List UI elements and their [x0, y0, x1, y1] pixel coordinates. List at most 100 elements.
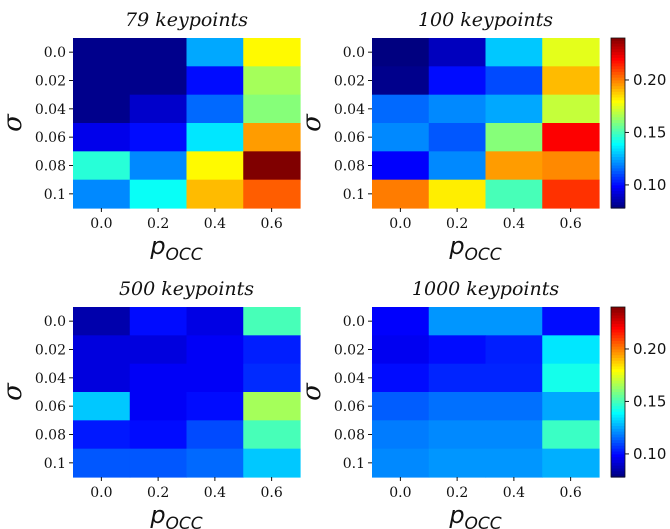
heatmap-cell [372, 38, 430, 67]
heatmap-cell [485, 307, 543, 336]
heatmap-cell [243, 420, 301, 450]
heatmap-cell [428, 392, 487, 421]
colorbar-segment [611, 403, 625, 407]
heatmap-cell [372, 420, 430, 450]
colorbar-frame [610, 37, 626, 209]
heatmap-cell [243, 66, 301, 96]
colorbar-segment [611, 193, 625, 198]
heatmap-cell [186, 363, 244, 393]
heatmap-cell [542, 335, 600, 365]
x-axis-label-main: p [149, 501, 165, 529]
colorbar-segment [611, 46, 625, 50]
colorbar-segment [611, 60, 625, 65]
colorbar-segment [611, 312, 625, 317]
heatmap-cell [542, 420, 600, 450]
colorbar-tick-label: 0.15 [633, 123, 666, 141]
colorbar-segment [611, 100, 625, 104]
colorbar-segment [611, 148, 625, 152]
y-tick-label: 0.0 [44, 314, 66, 330]
y-tick-label: 0.04 [35, 102, 66, 118]
colorbar-segment [611, 43, 625, 48]
heatmap-cell [542, 66, 600, 96]
x-axis-label-sub: OCC [166, 514, 203, 529]
colorbar-segment [611, 400, 625, 404]
colorbar-segment [611, 185, 625, 189]
colorbar-segment [611, 457, 625, 461]
colorbar-segment [611, 171, 625, 175]
heatmap-cell [73, 179, 131, 209]
colorbar-segment [611, 423, 625, 427]
x-axis-label-main: p [149, 232, 165, 260]
y-axis-label: σ [0, 113, 28, 132]
colorbar-segment [611, 131, 625, 135]
y-axis-label: σ [297, 113, 327, 132]
heatmap-cell [129, 363, 188, 393]
x-tick-label: 0.0 [90, 216, 112, 232]
heatmap-cell [372, 448, 430, 478]
y-tick-label: 0.04 [334, 371, 365, 387]
y-axis-label: σ [0, 382, 28, 401]
heatmap-cell [73, 363, 131, 393]
colorbar-segment [611, 174, 625, 178]
colorbar-segment [611, 377, 625, 382]
x-axis-label-sub: OCC [166, 245, 203, 265]
heatmap-cell [542, 123, 600, 152]
y-tick-label: 0.04 [35, 371, 66, 387]
colorbar-segment [611, 309, 625, 314]
colorbar-segment [611, 151, 625, 155]
colorbar-segment [611, 57, 625, 62]
heatmap-cell [243, 335, 301, 365]
colorbar-segment [611, 411, 625, 416]
heatmap-cell [129, 179, 188, 209]
colorbar-segment [611, 440, 625, 444]
heatmap-cell [73, 66, 131, 96]
colorbar-segment [611, 188, 625, 192]
colorbar-segment [611, 38, 625, 42]
colorbar-segment [611, 346, 625, 351]
colorbar-segment [611, 69, 625, 73]
x-tick-label: 0.0 [90, 485, 112, 501]
colorbar-segment [611, 392, 625, 396]
heatmap-cell [485, 363, 543, 393]
y-tick-label: 0.0 [44, 45, 66, 61]
heatmap-cell [129, 420, 188, 450]
x-axis-label-main: p [448, 232, 464, 260]
heatmap-panel-3: 500 keypoints 0.0 0.02 0.04 0.06 0.08 0.1 0.0 0.… [0, 278, 301, 529]
heatmap-cell [186, 66, 244, 96]
colorbar-segment [611, 74, 625, 79]
colorbar-segment [611, 142, 625, 147]
y-axis-label: σ [297, 382, 327, 401]
colorbar-segment [611, 145, 625, 150]
colorbar-segment [611, 332, 625, 336]
heatmap-cell [485, 179, 543, 209]
colorbar-segment [611, 72, 625, 76]
colorbar-segment [611, 91, 625, 96]
colorbar-segment [611, 338, 625, 342]
heatmap-cell [186, 38, 244, 67]
y-tick-label: 0.0 [343, 45, 365, 61]
colorbar-segment [611, 437, 625, 441]
colorbar-segment [611, 369, 625, 373]
colorbar-segment [611, 111, 625, 116]
chart-title: 79 keypoints [125, 9, 248, 31]
heatmap-cell [186, 94, 244, 124]
colorbar-segment [611, 341, 625, 345]
colorbar-segment [611, 417, 625, 421]
colorbar-segment [611, 451, 625, 455]
heatmap-cell [243, 179, 301, 209]
heatmap-panel-1: 79 keypoints 0.0 0.02 0.04 0.06 0.08 0.1 0.0 0.2… [0, 9, 301, 265]
x-tick-label: 0.4 [204, 485, 226, 501]
colorbar-segment [611, 426, 625, 430]
y-tick-label: 0.06 [35, 130, 66, 146]
x-tick-label: 0.2 [446, 216, 468, 232]
colorbar-segment [611, 52, 625, 56]
heatmap-cell [542, 448, 600, 478]
colorbar-segment [611, 202, 625, 206]
heatmap-cell [428, 448, 487, 478]
colorbar-segment [611, 474, 625, 478]
colorbar-segment [611, 329, 625, 334]
heatmap-cell [428, 66, 487, 96]
colorbar-segment [611, 80, 625, 84]
heatmap-cell [73, 448, 131, 478]
heatmap-cell [372, 179, 430, 209]
